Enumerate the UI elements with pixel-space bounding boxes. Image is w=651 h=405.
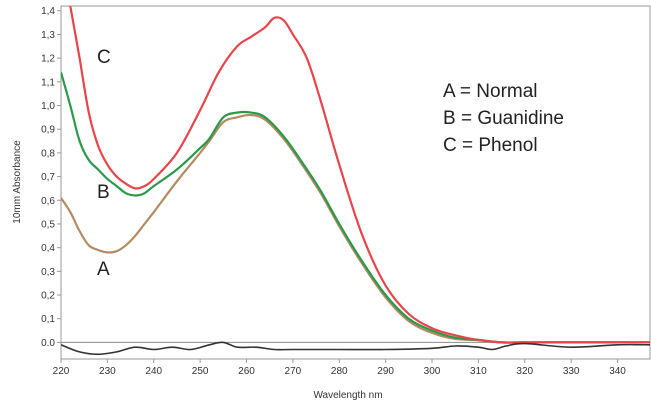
x-tick-label: 340 (609, 366, 626, 377)
y-tick-label: 0,3 (41, 267, 55, 278)
y-tick-label: 0,4 (41, 243, 55, 254)
x-tick-label: 240 (145, 366, 162, 377)
x-axis-title: Wavelength nm (313, 390, 382, 401)
legend-item-c: C = Phenol (443, 135, 538, 156)
x-tick-label: 320 (516, 366, 533, 377)
y-tick-label: 0,5 (41, 219, 55, 230)
y-tick-label: 0,1 (41, 314, 55, 325)
legend-item-a: A = Normal (443, 81, 538, 102)
x-tick-label: 330 (563, 366, 580, 377)
y-tick-label: 1,0 (41, 101, 55, 112)
y-tick-label: 0,8 (41, 148, 55, 159)
y-tick-label: 0,6 (41, 196, 55, 207)
series-line-baseline-trace (61, 341, 650, 356)
y-axis-title: 10mm Absorbance (12, 140, 23, 224)
y-tick-label: 1,4 (41, 6, 55, 17)
legend-item-b: B = Guanidine (443, 108, 564, 129)
y-tick-label: 1,2 (41, 54, 55, 65)
x-tick-label: 250 (192, 366, 209, 377)
y-tick-label: 0.0 (41, 338, 55, 349)
legend: A = Normal B = Guanidine C = Phenol (443, 81, 564, 156)
x-tick-label: 280 (331, 366, 348, 377)
x-tick-label: 300 (424, 366, 441, 377)
series-layer (61, 6, 650, 356)
curve-label-c: C (97, 47, 111, 68)
curve-label-a: A (97, 259, 110, 280)
x-tick-label: 310 (470, 366, 487, 377)
x-tick-label: 260 (238, 366, 255, 377)
y-tick-label: 0,2 (41, 291, 55, 302)
y-tick-label: 1,1 (41, 77, 55, 88)
x-tick-label: 220 (53, 366, 70, 377)
y-axis: 0.0 0,1 0,2 0,3 0,4 0,5 0,6 0,7 0,8 0,9 1,0 1,1 1,2 1… (41, 6, 61, 349)
x-tick-label: 270 (285, 366, 302, 377)
curve-label-b: B (97, 182, 110, 203)
x-tick-label: 290 (377, 366, 394, 377)
x-tick-label: 230 (99, 366, 116, 377)
x-axis: 220 230 240 250 260 270 280 290 300 310 320 330 340 (53, 359, 626, 377)
y-tick-label: 0,9 (41, 125, 55, 136)
y-tick-label: 0,7 (41, 172, 55, 183)
series-line-c-phenol (69, 6, 650, 344)
y-tick-label: 1,3 (41, 30, 55, 41)
